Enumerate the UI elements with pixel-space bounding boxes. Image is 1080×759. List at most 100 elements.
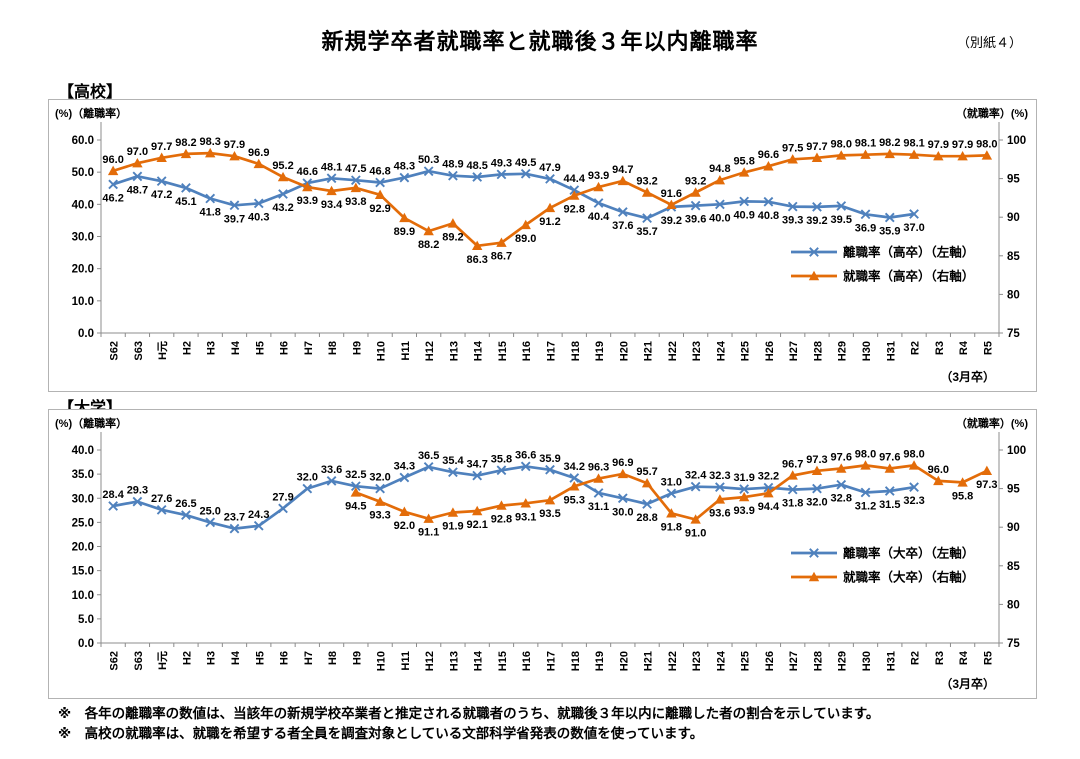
x-axis-tick-label: H10 — [376, 341, 388, 361]
data-point-label: 97.6 — [831, 452, 852, 464]
triangle-marker — [496, 500, 507, 510]
chart-svg: 0.0 5.0 10.0 15.0 20.0 25.0 30.0 35.0 40.0 75 80 85… — [55, 416, 1028, 691]
x-axis-tick-label: H17 — [546, 651, 558, 671]
left-axis-tick-label: 0.0 — [78, 638, 94, 650]
data-point-label: 97.9 — [952, 139, 973, 151]
x-marker — [253, 520, 264, 531]
data-point-label: 35.7 — [636, 226, 657, 238]
right-axis-tick-label: 95 — [1007, 484, 1020, 496]
triangle-marker — [957, 477, 968, 487]
series-turnover-rate — [108, 461, 919, 534]
x-axis-tick-label: H12 — [424, 651, 436, 671]
data-point-label: 93.9 — [297, 195, 318, 207]
x-axis-tick-label: H15 — [497, 341, 509, 361]
x-marker — [809, 548, 819, 558]
legend-label: 就職率（高卒）（右軸） — [843, 269, 974, 284]
triangle-marker — [350, 487, 362, 497]
x-marker — [617, 207, 628, 217]
data-point-label: 97.3 — [806, 454, 827, 466]
data-point-label: 96.9 — [612, 457, 633, 469]
data-point-label: 48.7 — [127, 184, 148, 196]
x-marker — [617, 493, 628, 504]
triangle-marker — [666, 508, 677, 518]
x-marker — [229, 200, 240, 211]
data-point-label: 95.7 — [636, 466, 657, 478]
x-axis-tick-label: H元 — [156, 341, 169, 360]
x-axis-tick-label: H7 — [303, 651, 315, 665]
left-axis-tick-label: 15.0 — [72, 566, 94, 578]
data-point-label: 44.4 — [564, 173, 586, 185]
left-axis-tick-label: 5.0 — [78, 614, 94, 626]
triangle-marker — [836, 150, 847, 160]
x-marker — [642, 499, 652, 509]
data-point-label: 93.4 — [321, 199, 343, 211]
x-marker — [181, 183, 191, 193]
data-point-label: 94.5 — [345, 500, 366, 512]
data-point-label: 36.6 — [515, 449, 536, 461]
triangle-marker — [690, 514, 701, 524]
data-point-label: 97.7 — [806, 141, 827, 153]
x-axis-tick-label: H23 — [691, 651, 703, 671]
x-marker — [350, 481, 361, 492]
triangle-marker — [350, 182, 362, 193]
triangle-marker — [811, 465, 823, 476]
x-axis-tick-label: H12 — [424, 341, 436, 361]
triangle-marker — [277, 171, 289, 182]
data-point-label: 89.9 — [394, 226, 415, 238]
left-axis-tick-label: 30.0 — [72, 232, 94, 244]
triangle-marker — [860, 149, 871, 159]
triangle-marker — [156, 152, 167, 162]
data-point-label: 31.5 — [879, 499, 900, 511]
data-point-label: 95.8 — [733, 155, 754, 167]
x-axis-tick-label: H19 — [594, 651, 606, 671]
triangle-marker — [981, 465, 993, 476]
x-axis-labels: S62 S63 H元 H2 H3 H4 H5 H6 H7 H8 H9 H10 H11 H12 H13 H14 H… — [109, 340, 995, 361]
data-point-label: 98.2 — [175, 137, 196, 149]
x-axis-tick-label: H26 — [764, 651, 776, 671]
page-title: 新規学卒者就職率と就職後３年以内離職率 — [321, 29, 759, 54]
right-axis-tick-label: 100 — [1007, 445, 1026, 457]
x-axis-tick-label: H5 — [254, 651, 266, 665]
data-point-label: 97.0 — [127, 146, 148, 158]
x-marker — [884, 486, 895, 496]
x-axis-tick-label: H2 — [181, 651, 193, 665]
triangle-marker — [447, 218, 459, 228]
data-point-label: 35.8 — [491, 453, 512, 465]
data-point-label: 32.8 — [831, 493, 852, 505]
data-point-label: 50.3 — [418, 154, 439, 166]
data-point-label: 23.7 — [224, 512, 245, 524]
data-point-label: 93.5 — [539, 508, 560, 520]
x-marker — [545, 464, 555, 475]
data-point-label: 32.3 — [709, 470, 730, 482]
triangle-marker — [374, 189, 386, 200]
data-point-label: 31.0 — [661, 476, 682, 488]
x-marker — [496, 465, 507, 476]
legend: 離職率（高卒）（左軸） 就職率（高卒）（右軸） — [791, 245, 974, 284]
data-point-label: 31.9 — [733, 472, 754, 484]
triangle-marker — [544, 202, 556, 213]
chart-panel-university: 0.0 5.0 10.0 15.0 20.0 25.0 30.0 35.0 40.0 75 80 85… — [48, 409, 1037, 699]
x-axis-tick-label: H7 — [303, 341, 315, 355]
data-point-label: 40.9 — [733, 209, 754, 221]
triangle-marker — [569, 481, 580, 491]
data-point-label: 98.3 — [200, 136, 221, 148]
data-point-label: 32.5 — [345, 469, 366, 481]
data-point-label: 25.0 — [200, 505, 221, 517]
triangle-marker — [933, 151, 944, 161]
triangle-marker — [981, 150, 993, 160]
data-point-label: 88.2 — [418, 239, 439, 251]
data-point-label: 94.7 — [612, 164, 633, 176]
triangle-marker — [544, 494, 556, 505]
data-point-label: 31.2 — [855, 500, 876, 512]
x-axis-tick-label: H21 — [643, 651, 655, 671]
data-point-label: 86.3 — [466, 254, 487, 266]
data-labels: 96.097.0 97.7 98.2 98.3 97.996.995.293.9 93.4… — [102, 136, 997, 266]
data-labels: 28.4 29.327.6 26.525.023.7 24.327.932.033.6… — [102, 449, 924, 524]
x-marker — [302, 483, 313, 494]
data-point-label: 28.4 — [102, 489, 124, 501]
x-axis-note: （3月卒） — [940, 676, 995, 691]
x-axis-tick-label: S63 — [133, 341, 145, 361]
data-point-label: 32.3 — [903, 495, 924, 507]
x-marker — [132, 171, 143, 182]
x-axis-tick-label: H23 — [691, 341, 703, 361]
